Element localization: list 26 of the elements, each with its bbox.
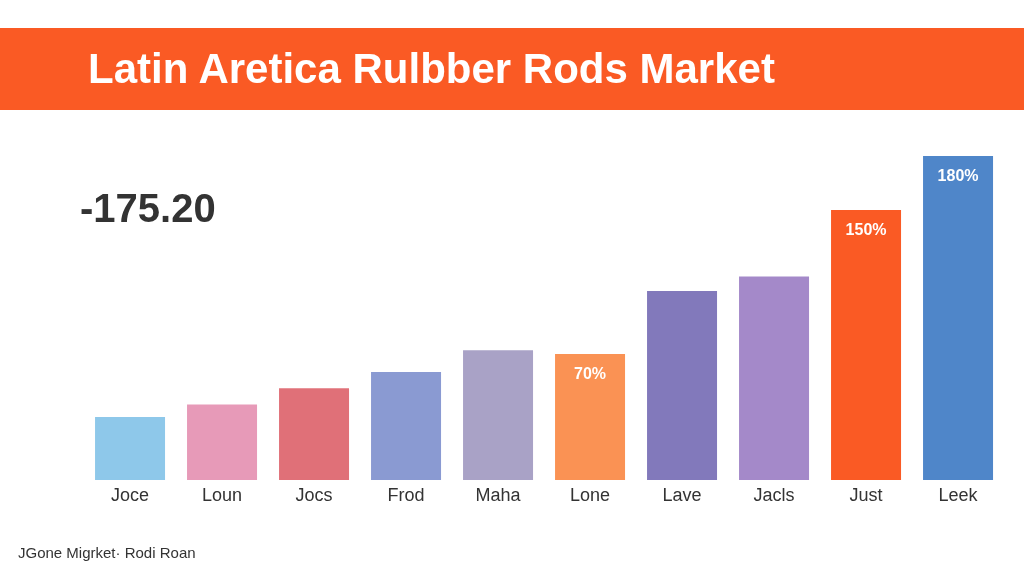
bar [371, 371, 442, 480]
x-tick-label: Leek [938, 484, 979, 505]
x-tick-label: Frod [387, 484, 425, 505]
data-label: 70% [574, 365, 607, 383]
x-tick-label: Joce [110, 484, 150, 505]
x-tick-label: Maha [475, 484, 522, 505]
x-tick-label: Lone [569, 484, 611, 505]
text: JGone Migrket· Rodi Roan [18, 544, 196, 561]
data-label: 180% [937, 167, 979, 185]
bar [463, 350, 534, 480]
data-label: 150% [845, 221, 887, 239]
bar [831, 209, 902, 480]
x-tick-label: Lave [662, 484, 702, 505]
bar [187, 404, 258, 480]
bar [555, 353, 626, 480]
bar [95, 416, 166, 480]
x-tick-label: Jacls [753, 484, 795, 505]
bar [279, 388, 350, 480]
x-tick-label: Just [849, 484, 883, 505]
bar [739, 276, 810, 480]
bar [923, 155, 994, 480]
x-tick-label: Jocs [295, 484, 333, 505]
x-tick-label: Loun [201, 484, 243, 505]
annotation: -175.20 [80, 186, 216, 231]
bar [647, 290, 718, 480]
chart-title: Latin Aretica Rulbber Rods Market [0, 28, 1024, 110]
